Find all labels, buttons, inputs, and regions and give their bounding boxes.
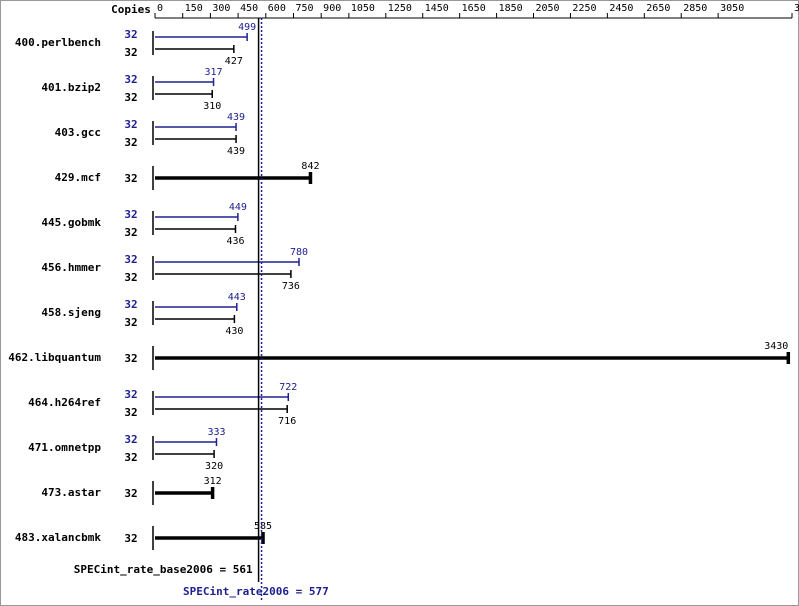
bar	[155, 45, 235, 53]
bar	[155, 532, 265, 544]
peak-copies: 32	[124, 208, 137, 221]
bar	[155, 172, 313, 184]
category-label: 462.libquantum	[8, 351, 101, 364]
base-copies: 32	[124, 226, 137, 239]
category-label: 429.mcf	[55, 171, 101, 184]
bar	[155, 438, 218, 446]
x-tick-label: 1050	[351, 3, 375, 14]
base-value-label: 585	[254, 521, 272, 532]
bar	[155, 258, 300, 266]
base-value-label: 430	[225, 326, 243, 337]
peak-copies: 32	[124, 433, 137, 446]
peak-copies: 32	[124, 73, 137, 86]
x-tick-label: 2250	[572, 3, 596, 14]
base-copies: 32	[124, 271, 137, 284]
bar	[155, 450, 215, 458]
base-copies: 32	[124, 406, 137, 419]
x-tick-label: 750	[295, 3, 313, 14]
base-copies: 32	[124, 487, 137, 500]
base-copies: 32	[124, 352, 137, 365]
bar	[155, 135, 237, 143]
x-tick-label: 1650	[462, 3, 486, 14]
peak-copies: 32	[124, 298, 137, 311]
x-tick-label: 900	[323, 3, 341, 14]
category-label: 456.hmmer	[41, 261, 101, 274]
peak-value-label: 722	[279, 382, 297, 393]
peak-value-label: 333	[207, 427, 225, 438]
category-label: 403.gcc	[55, 126, 101, 139]
bar	[155, 33, 248, 41]
base-copies: 32	[124, 451, 137, 464]
peak-copies: 32	[124, 253, 137, 266]
x-tick-label: 2450	[609, 3, 633, 14]
bar	[155, 90, 213, 98]
base-copies: 32	[124, 172, 137, 185]
bar	[155, 315, 236, 323]
base-value-label: 310	[203, 101, 221, 112]
base-copies: 32	[124, 316, 137, 329]
reference-label: SPECint_rate_base2006 = 561	[74, 563, 253, 576]
bar	[155, 270, 292, 278]
bar	[155, 405, 288, 413]
bar	[155, 123, 237, 131]
x-tick-label: 3450	[794, 3, 799, 14]
peak-value-label: 780	[290, 247, 308, 258]
base-copies: 32	[124, 91, 137, 104]
category-label: 445.gobmk	[41, 216, 101, 229]
peak-value-label: 443	[228, 292, 246, 303]
bar	[155, 393, 290, 401]
category-label: 483.xalancbmk	[15, 531, 101, 544]
x-tick-label: 150	[185, 3, 203, 14]
base-copies: 32	[124, 532, 137, 545]
bar	[155, 225, 237, 233]
bar	[155, 78, 215, 86]
x-tick-label: 300	[212, 3, 230, 14]
peak-value-label: 449	[229, 202, 247, 213]
peak-copies: 32	[124, 118, 137, 131]
x-tick-label: 1850	[499, 3, 523, 14]
x-tick-label: 0	[157, 3, 163, 14]
bar	[155, 303, 238, 311]
base-value-label: 312	[204, 476, 222, 487]
x-tick-label: 2650	[646, 3, 670, 14]
base-value-label: 320	[205, 461, 223, 472]
category-label: 471.omnetpp	[28, 441, 101, 454]
bar	[155, 213, 239, 221]
peak-value-label: 499	[238, 22, 256, 33]
bar	[155, 487, 215, 499]
base-value-label: 436	[226, 236, 244, 247]
base-value-label: 842	[301, 161, 319, 172]
peak-copies: 32	[124, 28, 137, 41]
category-label: 401.bzip2	[41, 81, 101, 94]
x-tick-label: 450	[240, 3, 258, 14]
reference-label: SPECint_rate2006 = 577	[183, 585, 329, 598]
category-label: 464.h264ref	[28, 396, 101, 409]
x-tick-label: 3050	[720, 3, 744, 14]
category-label: 400.perlbench	[15, 36, 101, 49]
base-value-label: 716	[278, 416, 296, 427]
peak-value-label: 317	[204, 67, 222, 78]
bar	[155, 352, 791, 364]
x-tick-label: 2050	[536, 3, 560, 14]
x-tick-label: 2850	[683, 3, 707, 14]
category-label: 458.sjeng	[41, 306, 101, 319]
base-value-label: 736	[282, 281, 300, 292]
copies-header: Copies	[111, 3, 151, 16]
base-value-label: 3430	[764, 341, 788, 352]
base-value-label: 427	[225, 56, 243, 67]
x-tick-label: 600	[268, 3, 286, 14]
base-copies: 32	[124, 46, 137, 59]
x-tick-label: 1450	[425, 3, 449, 14]
peak-value-label: 439	[227, 112, 245, 123]
base-value-label: 439	[227, 146, 245, 157]
x-tick-label: 1250	[388, 3, 412, 14]
base-copies: 32	[124, 136, 137, 149]
category-label: 473.astar	[41, 486, 101, 499]
peak-copies: 32	[124, 388, 137, 401]
